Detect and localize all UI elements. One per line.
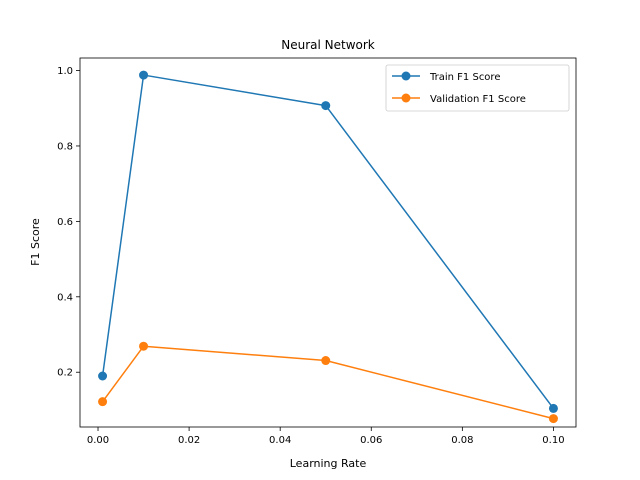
y-tick-label: 0.2 [57, 368, 73, 379]
series-line-validation-f1-score [101, 345, 554, 420]
y-axis-label: F1 Score [29, 218, 42, 266]
legend: Train F1 Score Validation F1 Score [385, 64, 570, 112]
series-layer [98, 70, 558, 424]
x-tick-label: 0.04 [269, 435, 291, 446]
series-line-train-f1-score [101, 74, 555, 409]
plot-frame [79, 57, 577, 428]
data-point-validation-f1-score [548, 414, 558, 424]
chart-title: Neural Network [281, 38, 375, 52]
legend-label-validation: Validation F1 Score [430, 94, 526, 105]
x-tick-label: 0.02 [178, 435, 200, 446]
y-tick-label: 0.8 [57, 141, 73, 152]
y-tick-label: 1.0 [57, 66, 73, 77]
legend-label-train: Train F1 Score [429, 72, 500, 83]
x-tick-label: 0.08 [451, 435, 473, 446]
data-point-validation-f1-score [321, 356, 331, 366]
x-tick-label: 0.00 [87, 435, 109, 446]
data-point-train-f1-score [321, 101, 331, 111]
y-axis-ticks: 0.2 0.4 0.6 0.8 1.0 [57, 66, 80, 379]
legend-marker-validation [401, 93, 411, 103]
data-point-train-f1-score [139, 70, 149, 80]
legend-box [385, 64, 570, 112]
x-axis-ticks: 0.00 0.02 0.04 0.06 0.08 0.10 [87, 427, 565, 446]
data-point-validation-f1-score [98, 397, 108, 407]
data-point-validation-f1-score [139, 341, 149, 351]
plot-area [80, 58, 576, 427]
data-point-train-f1-score [548, 403, 558, 413]
data-point-train-f1-score [98, 371, 108, 381]
x-tick-label: 0.06 [360, 435, 382, 446]
y-tick-label: 0.6 [57, 217, 73, 228]
x-axis-label: Learning Rate [290, 457, 367, 470]
x-tick-label: 0.10 [542, 435, 564, 446]
legend-marker-train [401, 71, 411, 81]
y-tick-label: 0.4 [57, 292, 73, 303]
